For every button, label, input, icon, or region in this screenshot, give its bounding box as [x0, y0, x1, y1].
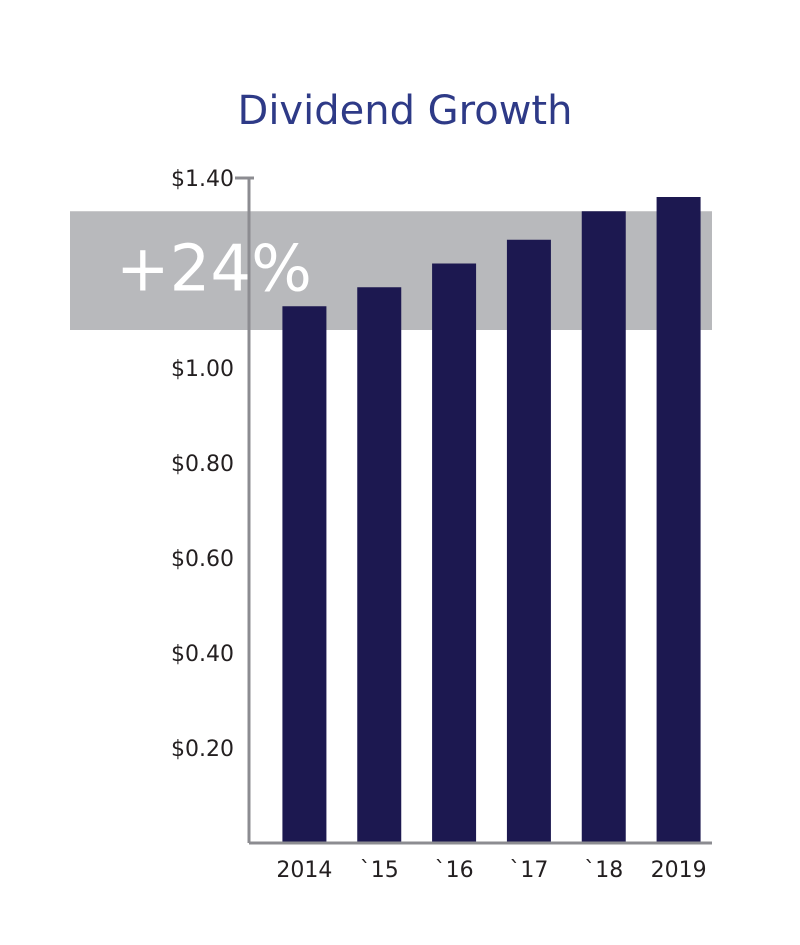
x-tick-label: `17 — [509, 858, 548, 883]
y-tick-label: $1.40 — [171, 167, 234, 192]
bar-4 — [581, 211, 626, 843]
y-tick-label: $0.80 — [171, 452, 234, 477]
callout-label: +24% — [116, 232, 312, 306]
x-tick-label: 2019 — [651, 858, 707, 883]
x-tick-label: `16 — [435, 858, 474, 883]
x-tick-label: `18 — [584, 858, 623, 883]
y-tick-label: $0.60 — [171, 547, 234, 572]
bar-3 — [506, 239, 551, 843]
x-tick-label: 2014 — [276, 858, 332, 883]
y-tick-label: $0.20 — [171, 737, 234, 762]
bar-2 — [432, 263, 477, 843]
bar-0 — [282, 306, 327, 843]
chart-title: Dividend Growth — [237, 88, 573, 134]
bar-1 — [357, 287, 402, 843]
x-tick-label: `15 — [360, 858, 399, 883]
y-tick-label: $1.00 — [171, 357, 234, 382]
bar-5 — [656, 197, 701, 843]
y-tick-label: $0.40 — [171, 642, 234, 667]
